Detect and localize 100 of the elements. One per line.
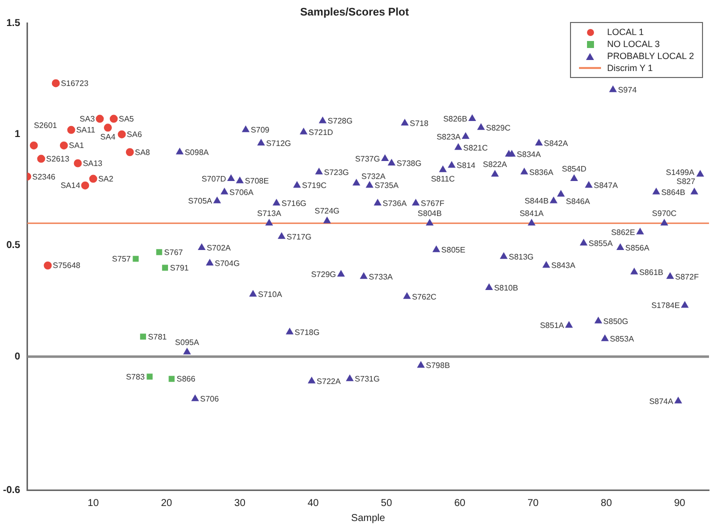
- annotation: S826B: [443, 114, 468, 124]
- annotation: S719C: [302, 181, 327, 190]
- annotation: S733A: [368, 272, 394, 282]
- annotation: S718: [410, 118, 430, 128]
- annotation: S724G: [314, 206, 340, 216]
- annotation: S723G: [324, 168, 349, 177]
- annotation: S822A: [482, 160, 508, 170]
- annotation: S843A: [551, 261, 576, 270]
- x-tick-label: 30: [234, 498, 246, 509]
- annotation: S762C: [412, 292, 437, 302]
- annotation: S16723: [60, 78, 89, 88]
- annotation: S722A: [316, 376, 342, 386]
- annotation: S737G: [355, 154, 380, 164]
- annotation: S706: [200, 394, 220, 404]
- annotation: S783: [126, 372, 146, 382]
- point: [81, 181, 90, 190]
- point: [110, 114, 118, 123]
- annotation: S710A: [258, 290, 283, 300]
- annotation: S716G: [281, 198, 306, 208]
- point: [156, 249, 162, 256]
- point: [67, 126, 76, 134]
- annotation: S705A: [188, 196, 213, 206]
- annotation: S098A: [184, 148, 210, 157]
- annotation: S856A: [625, 243, 650, 252]
- annotation: S805E: [441, 246, 466, 255]
- annotation: S874A: [649, 396, 674, 406]
- annotation: S841A: [520, 208, 544, 218]
- annotation: SA2: [98, 174, 114, 184]
- annotation: S2613: [46, 154, 70, 164]
- point: [118, 130, 126, 138]
- annotation: S829C: [486, 123, 511, 132]
- annotation: S862E: [611, 228, 636, 237]
- annotation: S757: [112, 254, 132, 264]
- annotation: S2346: [32, 172, 56, 182]
- point: [74, 159, 82, 168]
- point: [30, 141, 38, 150]
- legend-label: Discrim Y 1: [607, 62, 653, 74]
- annotation: S728G: [328, 116, 353, 126]
- point: [162, 264, 168, 271]
- x-tick-label: 10: [88, 498, 100, 509]
- annotation: S712G: [266, 138, 291, 148]
- annotation: SA6: [126, 130, 142, 140]
- annotation: S095A: [175, 338, 200, 347]
- annotation: S846A: [566, 197, 591, 206]
- annotation: SA14: [60, 181, 81, 190]
- annotation: S713A: [257, 208, 282, 218]
- annotation: S767F: [420, 198, 444, 208]
- annotation: S798B: [426, 361, 450, 370]
- annotation: S974: [618, 86, 638, 95]
- annotation: S736A: [382, 198, 408, 208]
- annotation: S732A: [361, 172, 386, 181]
- point: [126, 148, 134, 156]
- annotation: SA11: [76, 126, 96, 135]
- annotation: S1784E: [651, 301, 680, 310]
- y-tick-label: 1.5: [6, 18, 21, 29]
- annotation: S813G: [508, 252, 534, 262]
- annotation: S721D: [308, 128, 334, 137]
- annotation: S814: [456, 161, 476, 170]
- annotation: S1499A: [666, 168, 695, 177]
- annotation: S729G: [311, 270, 336, 280]
- annotation: SA3: [80, 114, 96, 124]
- annotation: S864B: [661, 188, 686, 197]
- legend-label: NO LOCAL 3: [607, 38, 660, 50]
- x-tick-label: 20: [160, 498, 173, 509]
- point: [44, 261, 52, 270]
- annotation: S850G: [603, 316, 628, 326]
- annotation: S836A: [529, 168, 554, 177]
- annotation: S866: [176, 374, 196, 384]
- annotation: S781: [148, 332, 168, 342]
- annotation: S767: [164, 248, 184, 257]
- annotation: S970C: [652, 208, 677, 218]
- point: [132, 256, 139, 262]
- annotation: S853A: [610, 334, 635, 344]
- chart-title: Samples/Scores Plot: [300, 6, 410, 19]
- annotation: S707D: [202, 174, 226, 184]
- point: [146, 374, 153, 380]
- point: [96, 114, 104, 123]
- annotation: S706A: [229, 188, 254, 197]
- legend-label: LOCAL 1: [607, 26, 644, 38]
- annotation: S861B: [639, 268, 664, 277]
- x-tick-label: 40: [308, 498, 320, 509]
- point: [140, 334, 146, 340]
- annotation: S2601: [34, 121, 58, 130]
- annotation: S855A: [588, 238, 614, 248]
- annotation: S709: [250, 126, 270, 135]
- annotation: S704G: [214, 258, 240, 268]
- x-tick-label: 50: [380, 498, 392, 509]
- x-tick-label: 90: [674, 498, 686, 509]
- point: [104, 124, 112, 132]
- y-tick-label: 0.5: [6, 240, 21, 252]
- annotation: S851A: [540, 321, 565, 330]
- annotation: S834A: [516, 150, 542, 160]
- annotation: SA5: [118, 114, 134, 124]
- annotation: S791: [170, 263, 190, 272]
- annotation: S844B: [524, 196, 549, 206]
- point: [60, 141, 68, 150]
- annotation: S872F: [675, 272, 699, 282]
- annotation: S827: [676, 177, 696, 186]
- annotation: S708E: [244, 176, 269, 186]
- annotation: S821C: [463, 143, 488, 152]
